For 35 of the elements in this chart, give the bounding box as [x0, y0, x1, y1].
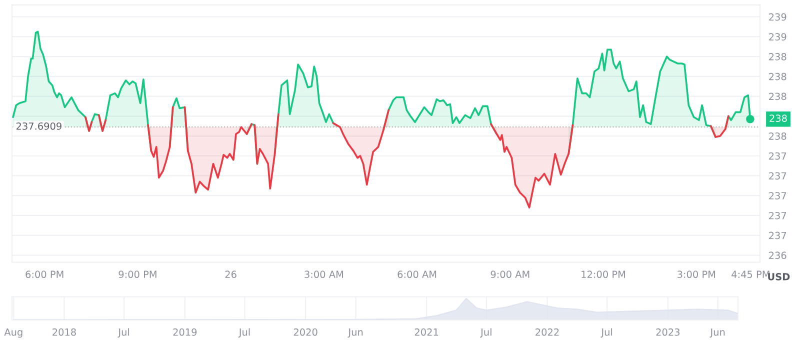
x-tick-label: Aug [4, 328, 22, 338]
x-tick-label: 2022 [536, 328, 559, 336]
x-tick-label: 2021 [414, 328, 438, 336]
y-tick-label: 237 [769, 212, 786, 220]
x-tick-label: 9:00 PM [118, 270, 156, 278]
y-tick-label: 237 [769, 232, 786, 240]
x-tick-label: 9:00 AM [490, 270, 530, 278]
y-tick-label: 238 [769, 132, 786, 140]
y-tick-label: 237 [769, 172, 786, 180]
x-tick-label: Jul [238, 328, 250, 338]
x-tick-label: 2019 [173, 328, 197, 336]
x-tick-label: Jul [600, 328, 612, 338]
y-tick-label: 238 [769, 92, 786, 100]
y-tick-label: 237 [769, 152, 786, 160]
y-axis-title: USD [768, 273, 790, 280]
y-tick-label: 237 [769, 192, 786, 200]
x-tick-label: 2018 [52, 328, 76, 336]
y-tick-label: 239 [769, 13, 786, 21]
x-tick-label: 26 [225, 270, 236, 278]
x-tick-label: Jun [348, 328, 363, 338]
x-tick-label: 2023 [656, 328, 680, 336]
x-tick-label: Jul [480, 328, 492, 338]
x-tick-label: 12:00 PM [582, 270, 625, 278]
y-tick-label: 236 [769, 252, 786, 260]
x-tick-label: 2020 [294, 328, 318, 336]
x-tick-label: 3:00 PM [678, 270, 716, 278]
x-tick-label: 3:00 AM [304, 270, 343, 278]
x-tick-label: 6:00 AM [398, 270, 436, 278]
x-tick-label: Jul [118, 328, 130, 338]
y-tick-label: 239 [769, 33, 786, 41]
y-tick-label: 238 [769, 72, 786, 80]
ref-line-label: 237.6909 [16, 122, 62, 130]
x-tick-label: 6:00 PM [26, 270, 64, 278]
y-tick-label: 238 [769, 53, 786, 60]
x-tick-label: Jun [710, 328, 725, 338]
